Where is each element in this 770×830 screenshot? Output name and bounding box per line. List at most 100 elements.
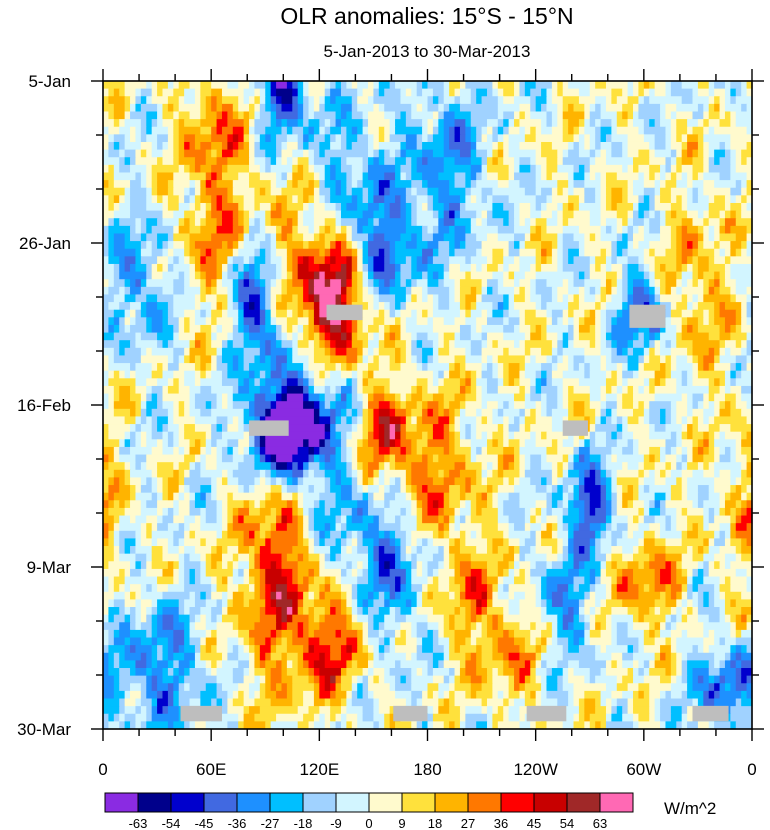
- field-cell: [605, 492, 612, 501]
- field-cell: [551, 546, 558, 555]
- field-cell: [438, 111, 445, 120]
- field-cell: [265, 225, 277, 235]
- field-cell: [724, 538, 731, 547]
- field-cell: [465, 370, 472, 379]
- field-cell: [687, 424, 694, 433]
- field-cell: [351, 416, 358, 425]
- field-cell: [184, 347, 191, 357]
- field-cell: [649, 446, 661, 456]
- field-cell: [665, 317, 672, 326]
- field-cell: [465, 195, 472, 204]
- field-cell: [622, 492, 634, 501]
- field-cell: [103, 332, 115, 341]
- field-cell: [130, 302, 142, 311]
- field-cell: [286, 195, 293, 204]
- field-cell: [103, 431, 110, 440]
- field-cell: [551, 81, 558, 90]
- field-cell: [524, 408, 531, 418]
- field-cell: [481, 241, 510, 250]
- field-cell: [276, 271, 283, 280]
- field-cell: [476, 88, 488, 97]
- field-cell: [292, 347, 299, 357]
- field-cell: [259, 340, 266, 349]
- field-cell: [221, 218, 234, 227]
- field-cell: [714, 454, 721, 463]
- field-cell: [503, 309, 510, 318]
- field-cell: [605, 469, 612, 479]
- field-cell: [167, 538, 174, 547]
- field-cell: [443, 279, 456, 288]
- field-cell: [697, 492, 710, 501]
- field-cell: [259, 164, 266, 174]
- field-cell: [108, 233, 115, 242]
- field-cell: [719, 225, 726, 235]
- field-cell: [362, 378, 369, 387]
- field-cell: [422, 180, 429, 189]
- field-cell: [135, 103, 142, 113]
- field-cell: [140, 347, 147, 357]
- field-cell: [221, 424, 228, 433]
- field-cell: [676, 401, 688, 410]
- field-cell: [270, 492, 283, 501]
- field-cell: [605, 309, 618, 318]
- field-cell: [687, 378, 694, 387]
- field-cell: [200, 96, 207, 105]
- field-cell: [578, 134, 585, 143]
- field-cell: [524, 568, 531, 578]
- field-cell: [627, 271, 645, 280]
- field-cell: [476, 393, 483, 402]
- field-cell: [135, 157, 158, 166]
- field-cell: [313, 256, 326, 265]
- field-cell: [124, 141, 142, 151]
- field-cell: [259, 96, 266, 105]
- field-cell: [633, 157, 650, 166]
- field-cell: [605, 225, 612, 235]
- field-cell: [687, 401, 694, 410]
- field-cell: [703, 431, 710, 440]
- field-cell: [654, 202, 672, 212]
- field-cell: [146, 347, 153, 357]
- field-cell: [470, 446, 477, 456]
- field-cell: [681, 485, 688, 494]
- field-cell: [373, 332, 380, 341]
- field-cell: [611, 370, 618, 379]
- field-cell: [130, 370, 137, 379]
- field-cell: [600, 309, 607, 318]
- field-cell: [351, 248, 358, 257]
- field-cell: [605, 279, 612, 288]
- field-cell: [557, 241, 564, 250]
- field-cell: [551, 530, 558, 540]
- field-cell: [357, 416, 364, 425]
- field-cell: [124, 256, 137, 265]
- field-cell: [113, 119, 120, 128]
- field-cell: [335, 538, 342, 547]
- field-cell: [454, 157, 472, 166]
- field-cell: [173, 241, 185, 250]
- field-cell: [449, 500, 461, 509]
- field-cell: [486, 561, 499, 570]
- field-cell: [297, 507, 304, 517]
- field-cell: [454, 416, 461, 425]
- field-cell: [330, 523, 337, 532]
- field-cell: [130, 561, 137, 570]
- field-cell: [405, 416, 412, 425]
- field-cell: [167, 256, 174, 265]
- field-cell: [660, 172, 667, 181]
- field-cell: [459, 507, 472, 517]
- field-cell: [546, 256, 553, 265]
- field-cell: [454, 393, 466, 402]
- field-cell: [232, 469, 261, 479]
- field-cell: [519, 218, 526, 227]
- field-cell: [411, 164, 418, 174]
- field-cell: [292, 271, 299, 280]
- field-cell: [211, 202, 218, 212]
- field-cell: [151, 485, 158, 494]
- field-cell: [389, 180, 396, 189]
- field-cell: [411, 538, 418, 547]
- field-cell: [157, 332, 174, 341]
- field-cell: [605, 202, 612, 212]
- field-cell: [276, 263, 283, 273]
- field-cell: [178, 576, 185, 585]
- field-cell: [741, 195, 748, 204]
- field-cell: [292, 294, 299, 303]
